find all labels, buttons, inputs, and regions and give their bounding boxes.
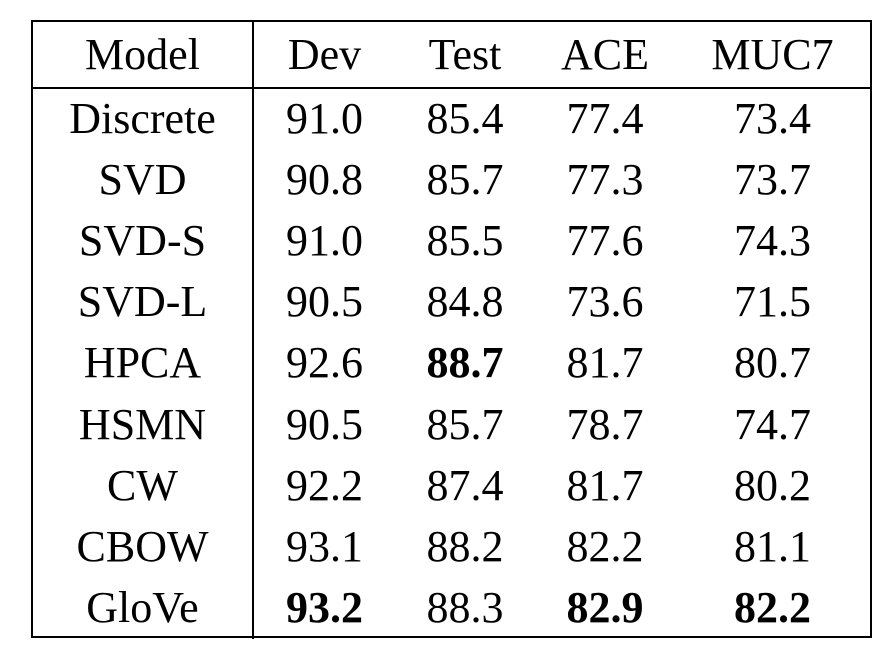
table-body: Discrete 91.0 85.4 77.4 73.4 SVD 90.8 85… — [33, 88, 870, 639]
cell-test: 85.5 — [426, 215, 504, 265]
cell-muc7: 74.7 — [734, 399, 811, 449]
table-row: SVD-L 90.5 84.8 73.6 71.5 — [33, 271, 870, 333]
cell-dev: 90.5 — [286, 399, 363, 449]
table-header: Model Dev Test ACE MUC7 — [33, 22, 870, 89]
cell-test: 84.8 — [426, 277, 504, 327]
cell-dev: 90.5 — [286, 277, 363, 327]
cell-dev: 92.2 — [286, 460, 363, 510]
cell-test: 88.2 — [426, 521, 504, 571]
table-row: GloVe 93.2 88.3 82.9 82.2 — [33, 577, 870, 639]
cell-test: 88.7 — [426, 338, 504, 388]
header-ace: ACE — [535, 22, 675, 89]
cell-model: CW — [33, 455, 254, 517]
cell-ace: 77.4 — [566, 94, 644, 144]
cell-dev: 90.8 — [286, 154, 363, 204]
cell-dev: 92.6 — [286, 338, 363, 388]
cell-test: 85.7 — [426, 154, 504, 204]
cell-model: HSMN — [33, 393, 254, 456]
cell-model: HPCA — [33, 332, 254, 394]
cell-model: SVD — [33, 149, 254, 211]
cell-ace: 73.6 — [566, 277, 644, 327]
table-row: CW 92.2 87.4 81.7 80.2 — [33, 455, 870, 517]
cell-test: 85.7 — [426, 399, 504, 449]
cell-muc7: 71.5 — [734, 277, 811, 327]
header-test: Test — [395, 22, 535, 89]
table-row: HSMN 90.5 85.7 78.7 74.7 — [33, 393, 870, 456]
header-dev: Dev — [253, 22, 395, 89]
header-muc7: MUC7 — [675, 22, 870, 89]
cell-ace: 81.7 — [566, 338, 644, 388]
table-row: SVD-S 91.0 85.5 77.6 74.3 — [33, 210, 870, 272]
cell-muc7: 73.4 — [734, 94, 811, 144]
cell-dev: 93.1 — [286, 521, 363, 571]
cell-muc7: 80.2 — [734, 460, 811, 510]
cell-model: Discrete — [33, 88, 254, 150]
cell-ace: 82.2 — [566, 521, 644, 571]
cell-dev: 93.2 — [286, 583, 363, 633]
header-row: Model Dev Test ACE MUC7 — [33, 22, 870, 89]
cell-model: SVD-L — [33, 271, 254, 333]
cell-model: CBOW — [33, 516, 254, 578]
cell-muc7: 73.7 — [734, 154, 811, 204]
table-row: Discrete 91.0 85.4 77.4 73.4 — [33, 88, 870, 150]
cell-ace: 82.9 — [566, 583, 644, 633]
cell-test: 88.3 — [426, 583, 504, 633]
cell-muc7: 81.1 — [734, 521, 811, 571]
cell-test: 87.4 — [426, 460, 504, 510]
results-table: Model Dev Test ACE MUC7 Discrete 91.0 85… — [33, 22, 870, 639]
table-row: HPCA 92.6 88.7 81.7 80.7 — [33, 332, 870, 394]
cell-dev: 91.0 — [286, 215, 363, 265]
table-row: SVD 90.8 85.7 77.3 73.7 — [33, 149, 870, 211]
cell-model: GloVe — [33, 577, 254, 639]
cell-muc7: 80.7 — [734, 338, 811, 388]
results-table-container: Model Dev Test ACE MUC7 Discrete 91.0 85… — [31, 20, 872, 639]
header-model: Model — [33, 22, 254, 89]
cell-model: SVD-S — [33, 210, 254, 272]
cell-ace: 77.3 — [566, 154, 644, 204]
cell-ace: 77.6 — [566, 215, 644, 265]
cell-ace: 78.7 — [566, 399, 644, 449]
table-row: CBOW 93.1 88.2 82.2 81.1 — [33, 516, 870, 578]
cell-muc7: 74.3 — [734, 215, 811, 265]
cell-dev: 91.0 — [286, 94, 363, 144]
cell-test: 85.4 — [426, 94, 504, 144]
cell-ace: 81.7 — [566, 460, 644, 510]
cell-muc7: 82.2 — [734, 583, 811, 633]
